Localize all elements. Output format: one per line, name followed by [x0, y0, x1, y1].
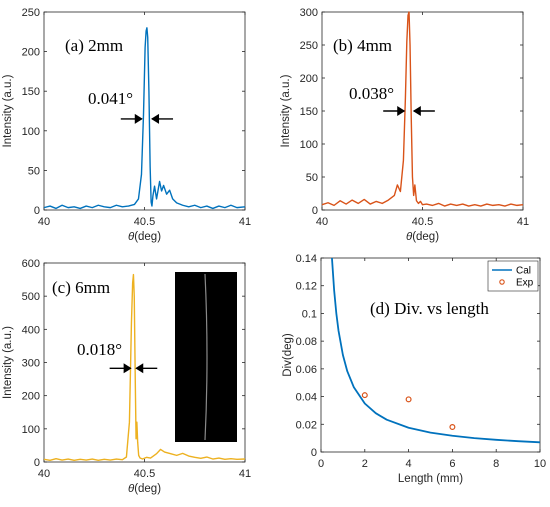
x-tick-label: 40 — [316, 216, 328, 228]
x-axis-label: θ(deg) — [128, 231, 161, 243]
y-tick-label: 0.14 — [296, 253, 317, 265]
fwhm-arrows-b — [383, 106, 435, 116]
panel-a-width-label: 0.041° — [88, 89, 133, 108]
y-tick-label: 150 — [300, 106, 318, 118]
y-tick-label: 0.04 — [296, 392, 317, 404]
x-axis-label: Length (mm) — [398, 473, 463, 485]
y-axis-label: Intensity (a.u.) — [2, 326, 14, 399]
panel-d-plot: 0 2 4 6 8 10 0 0.02 0.04 0.06 0.08 0.1 0.12 0.14 Lengt… — [282, 253, 546, 485]
y-tick-label: 600 — [22, 258, 40, 270]
y-tick-label: 0.08 — [296, 336, 317, 348]
panel-d: 0 2 4 6 8 10 0 0.02 0.04 0.06 0.08 0.1 0.12 0.14 Lengt… — [282, 253, 546, 485]
panel-c-width-label: 0.018° — [77, 340, 122, 359]
x-tick-label: 40.5 — [412, 216, 433, 228]
fwhm-arrowhead-right — [135, 363, 144, 374]
y-tick-label: 100 — [22, 424, 40, 436]
x-tick-label: 40.5 — [134, 216, 155, 228]
data-point-exp — [405, 396, 412, 403]
panel-a-label: (a) 2mm — [65, 36, 123, 55]
y-axis-label: Div(deg) — [282, 333, 294, 377]
y-tick-label: 100 — [300, 139, 318, 151]
fwhm-arrows-c — [109, 363, 158, 374]
y-tick-label: 100 — [22, 126, 40, 138]
x-axis-label: θ(deg) — [128, 483, 161, 495]
x-tick-label: 4 — [406, 458, 412, 470]
panel-c: 40 40.5 41 0 100 200 300 400 500 600 θ(deg) Intensi… — [2, 258, 251, 495]
panel-c-inset-image — [175, 272, 237, 442]
series-line-a — [43, 27, 246, 210]
y-tick-label: 0 — [311, 447, 317, 459]
fwhm-arrows-a — [120, 113, 174, 124]
y-tick-label: 500 — [22, 291, 40, 303]
y-tick-label: 50 — [28, 165, 40, 177]
x-tick-label: 40 — [38, 468, 50, 480]
panel-b-width-label: 0.038° — [349, 84, 394, 103]
y-tick-label: 200 — [22, 391, 40, 403]
panel-a-plot: 40 40.5 41 0 50 100 150 200 250 θ(deg) Intensity (… — [2, 7, 251, 243]
panel-d-label: (d) Div. vs length — [370, 299, 489, 318]
y-axis-label: Intensity (a.u.) — [280, 74, 292, 147]
x-tick-label: 41 — [239, 468, 251, 480]
x-tick-label: 41 — [239, 216, 251, 228]
series-line-cal — [331, 257, 541, 444]
fwhm-arrowhead-left — [123, 363, 132, 374]
y-tick-label: 0 — [34, 205, 40, 217]
y-tick-label: 300 — [300, 7, 318, 19]
data-point-exp — [361, 392, 368, 399]
y-tick-label: 150 — [22, 86, 40, 98]
fwhm-arrowhead-right — [151, 113, 160, 124]
x-tick-label: 0 — [318, 458, 324, 470]
legend-marker-exp — [499, 279, 505, 285]
legend-label-exp: Exp — [516, 278, 534, 289]
y-tick-label: 400 — [22, 324, 40, 336]
fwhm-arrowhead-left — [397, 106, 406, 116]
y-tick-label: 50 — [306, 172, 318, 184]
y-tick-label: 300 — [22, 358, 40, 370]
x-tick-label: 8 — [493, 458, 499, 470]
plot-area-a — [43, 11, 246, 211]
y-tick-label: 0.02 — [296, 419, 317, 431]
y-tick-label: 0.1 — [302, 308, 317, 320]
x-tick-label: 40 — [38, 216, 50, 228]
series-line-c — [43, 273, 246, 462]
fwhm-arrowhead-left — [134, 113, 143, 124]
series-line-b — [321, 11, 524, 207]
legend-label-cal: Cal — [516, 266, 531, 277]
x-tick-label: 41 — [517, 216, 529, 228]
panel-c-label: (c) 6mm — [52, 278, 110, 297]
x-tick-label: 10 — [534, 458, 546, 470]
panel-b-plot: 40 40.5 41 0 50 100 150 200 250 300 θ(deg) Intensit… — [280, 7, 529, 243]
y-tick-label: 200 — [300, 73, 318, 85]
x-tick-label: 6 — [449, 458, 455, 470]
data-point-exp — [449, 424, 456, 431]
y-axis-label: Intensity (a.u.) — [2, 74, 14, 147]
y-tick-label: 200 — [22, 47, 40, 59]
y-tick-label: 250 — [300, 40, 318, 52]
panel-a: 40 40.5 41 0 50 100 150 200 250 θ(deg) Intensity (… — [2, 7, 251, 243]
panel-b-label: (b) 4mm — [333, 36, 392, 55]
y-tick-label: 250 — [22, 7, 40, 19]
y-tick-label: 0.06 — [296, 364, 317, 376]
fwhm-arrowhead-right — [412, 106, 421, 116]
x-tick-label: 40.5 — [134, 468, 155, 480]
legend-box — [487, 260, 539, 292]
y-tick-label: 0.12 — [296, 281, 317, 293]
y-tick-label: 0 — [34, 457, 40, 469]
x-tick-label: 2 — [362, 458, 368, 470]
x-axis-label: θ(deg) — [406, 231, 439, 243]
y-tick-label: 0 — [312, 205, 318, 217]
panel-b: 40 40.5 41 0 50 100 150 200 250 300 θ(deg) Intensit… — [280, 7, 529, 243]
